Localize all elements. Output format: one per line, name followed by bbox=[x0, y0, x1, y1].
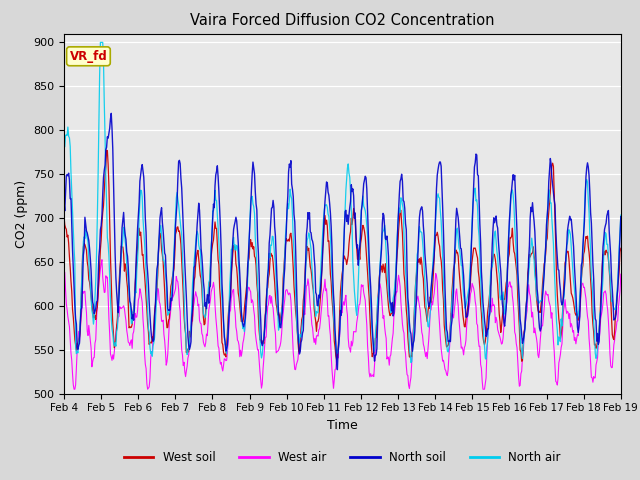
Title: Vaira Forced Diffusion CO2 Concentration: Vaira Forced Diffusion CO2 Concentration bbox=[190, 13, 495, 28]
Legend: West soil, West air, North soil, North air: West soil, West air, North soil, North a… bbox=[119, 446, 566, 469]
Text: VR_fd: VR_fd bbox=[70, 50, 108, 63]
Y-axis label: CO2 (ppm): CO2 (ppm) bbox=[15, 180, 28, 248]
X-axis label: Time: Time bbox=[327, 419, 358, 432]
